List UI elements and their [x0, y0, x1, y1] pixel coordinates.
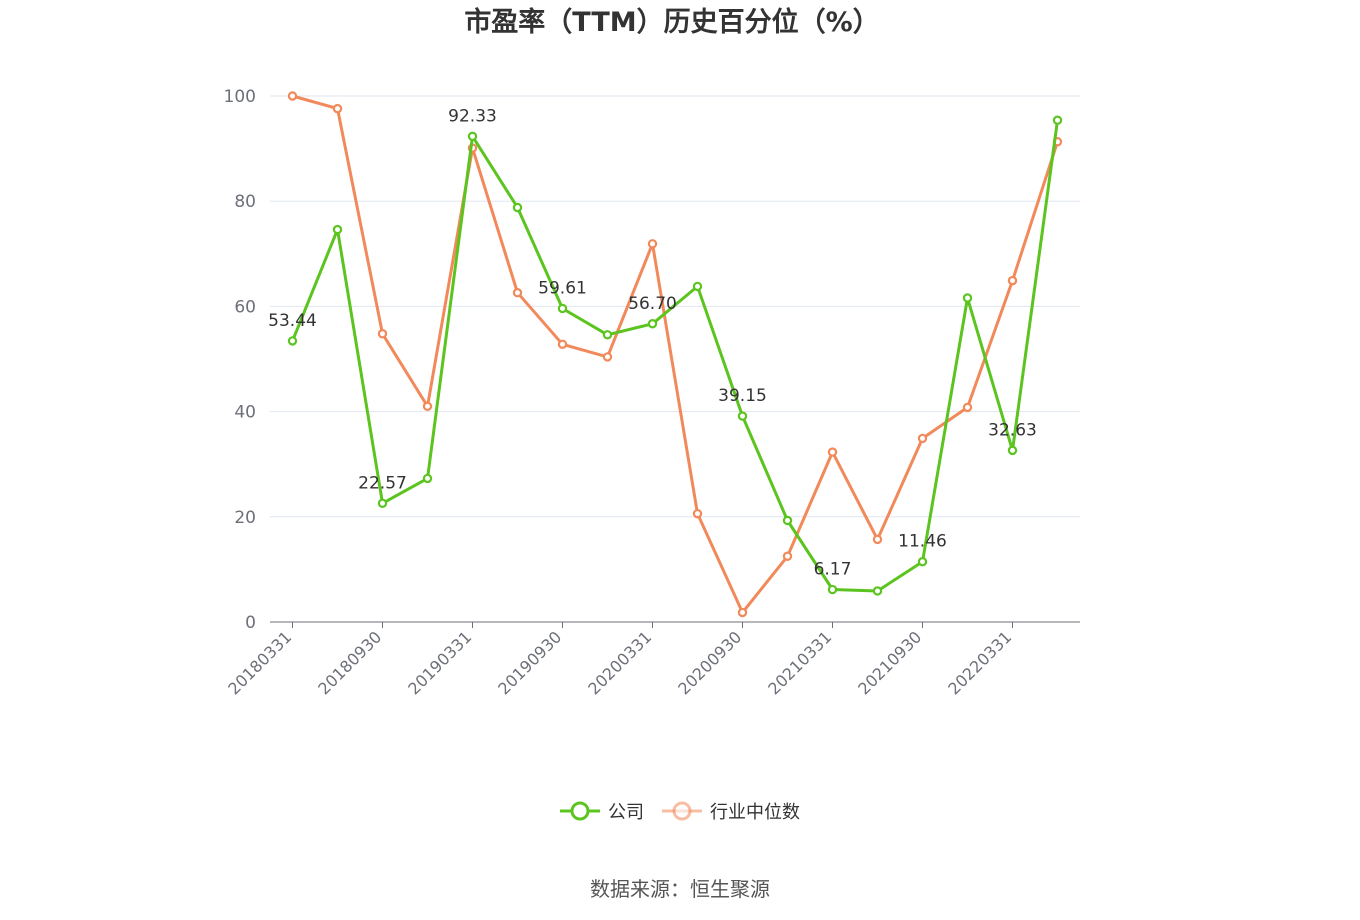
data-point	[512, 202, 523, 213]
data-label: 32.63	[988, 420, 1037, 440]
data-point	[422, 473, 433, 484]
legend-label: 行业中位数	[710, 802, 800, 823]
data-point	[872, 534, 883, 545]
data-point	[557, 303, 568, 314]
legend-label: 公司	[608, 802, 644, 823]
data-point	[287, 336, 298, 346]
x-tick-label: 20210331	[764, 627, 835, 698]
data-label: 56.70	[628, 294, 677, 314]
x-tick-label: 20180930	[314, 627, 385, 698]
x-tick-label: 20190331	[404, 627, 475, 698]
data-point	[917, 433, 928, 444]
data-point	[467, 131, 478, 142]
data-point	[647, 239, 658, 249]
data-point	[287, 91, 298, 101]
legend-swatch-marker	[672, 801, 692, 821]
y-tick-label: 80	[234, 192, 256, 212]
x-tick-label: 20220331	[944, 627, 1015, 698]
x-tick-label: 20200930	[674, 627, 745, 698]
data-point	[557, 339, 568, 349]
series-line	[292, 94, 1059, 614]
data-point	[377, 498, 388, 508]
legend[interactable]: 公司 行业中位数	[560, 801, 800, 823]
chart-title: 市盈率（TTM）历史百分位（%）	[464, 6, 879, 38]
y-tick-label: 60	[234, 297, 256, 317]
data-point	[692, 281, 703, 292]
y-tick-label: 100	[224, 87, 256, 107]
data-point	[647, 319, 658, 329]
data-point	[512, 288, 523, 298]
data-label: 6.17	[814, 560, 852, 580]
data-point	[782, 551, 793, 561]
data-point	[1007, 275, 1018, 286]
y-tick-label: 20	[234, 508, 256, 528]
x-tick-label: 20210930	[854, 627, 925, 698]
data-point	[962, 293, 973, 303]
data-labels: 53.44 22.57 92.33 59.61 56.70 39.15 6.17 11.46 3…	[268, 106, 1037, 579]
x-tick-label: 20180331	[224, 627, 295, 698]
x-tick-label: 20200331	[584, 627, 655, 698]
data-point	[737, 411, 748, 421]
legend-item-1[interactable]: 公司	[560, 801, 644, 823]
series-line	[291, 119, 1059, 593]
data-point	[737, 607, 748, 618]
data-point	[332, 224, 343, 235]
data-point	[692, 508, 703, 519]
data-point	[422, 401, 433, 412]
series-1	[287, 115, 1063, 596]
data-point	[827, 584, 838, 595]
data-point	[1052, 115, 1063, 125]
data-label: 39.15	[718, 386, 767, 406]
data-point	[332, 103, 343, 114]
data-point	[872, 586, 883, 596]
legend-swatch-marker	[570, 801, 590, 821]
data-point	[827, 447, 838, 457]
data-point	[602, 330, 613, 340]
data-point	[602, 352, 613, 362]
data-label: 22.57	[358, 473, 407, 493]
data-label: 11.46	[898, 532, 947, 552]
legend-item-2[interactable]: 行业中位数	[662, 801, 800, 823]
y-tick-label: 0	[245, 613, 256, 633]
data-label: 53.44	[268, 311, 317, 331]
data-point	[962, 402, 973, 413]
data-point	[917, 557, 928, 567]
data-source: 数据来源：恒生聚源	[590, 877, 770, 901]
y-tick-label: 40	[234, 403, 256, 423]
data-label: 59.61	[538, 278, 587, 298]
data-point	[782, 515, 793, 526]
data-label: 92.33	[448, 106, 497, 126]
x-tick-label: 20190930	[494, 627, 565, 698]
data-point	[1007, 445, 1018, 456]
series	[287, 91, 1063, 618]
data-point	[377, 329, 388, 339]
